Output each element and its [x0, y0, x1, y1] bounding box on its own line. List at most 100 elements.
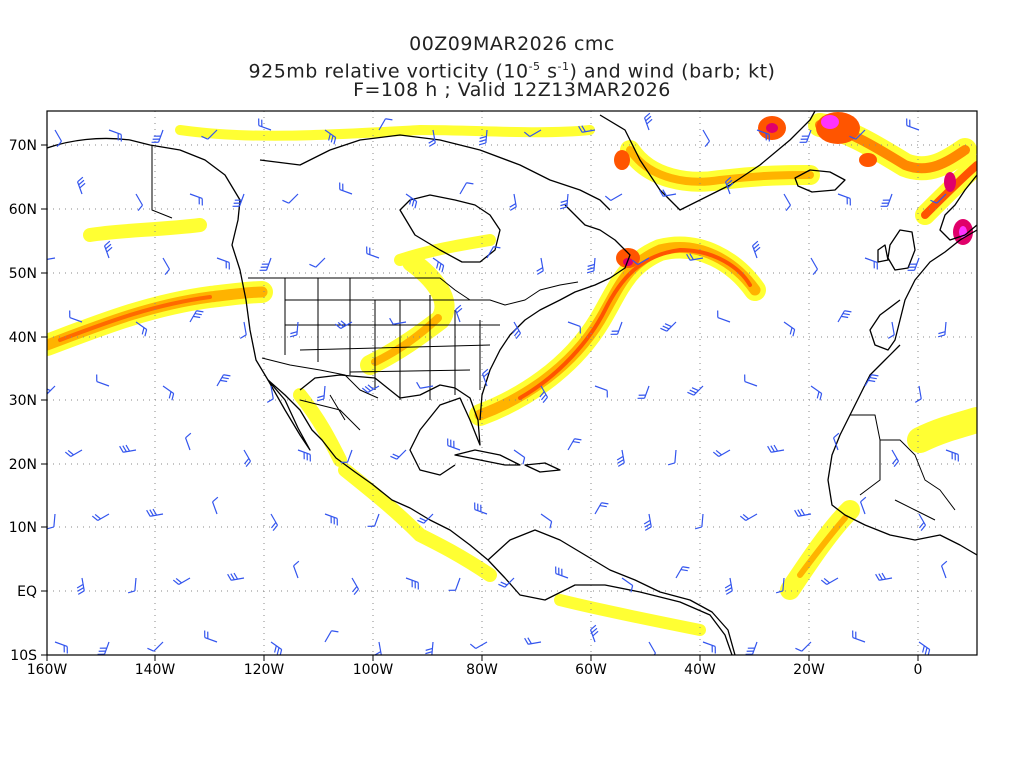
map-title-valid: F=108 h ; Valid 12Z13MAR2026 [353, 79, 671, 101]
wind-barb-icon [390, 449, 407, 460]
wind-barb-icon [270, 641, 283, 655]
wind-barb-icon [486, 246, 501, 259]
wind-barb-icon [374, 641, 382, 655]
wind-barb-icon [621, 577, 634, 593]
vorticity-peak-norway-north [944, 172, 956, 192]
vorticity-band-central-america [338, 463, 497, 582]
coast-iceland [794, 169, 846, 193]
boundary-alaska-canada [151, 145, 173, 219]
wind-barb-icon [586, 257, 596, 274]
wind-barb-icon [567, 438, 582, 451]
wind-barb-icon [675, 566, 690, 579]
wind-barb-icon [361, 384, 380, 394]
wind-barb-icon [512, 321, 522, 340]
wind-barb-icon [297, 449, 311, 462]
wind-barb-icon [108, 129, 122, 142]
wind-barb-icon [340, 449, 353, 463]
lon-label-120w: 120W [244, 662, 285, 678]
wind-barb-icon [799, 129, 812, 143]
wind-barb-icon [875, 572, 893, 581]
wind-barb-icon [103, 240, 113, 259]
wind-barb-icon [832, 432, 840, 451]
wind-barb-icon [459, 182, 474, 195]
lon-label-100w: 100W [353, 662, 394, 678]
boundary-us-mexico [261, 357, 379, 399]
wind-barb-icon [594, 385, 608, 398]
title-field-part3: ) and wind (barb; kt) [569, 60, 776, 83]
vorticity-peak-iceland-2 [859, 153, 877, 167]
wind-barb-icon [794, 508, 812, 517]
vorticity-band-pacific-peak [58, 295, 212, 342]
wind-barb-icon [417, 513, 434, 524]
coast-canadian-arctic [259, 134, 611, 211]
wind-barb-icon [783, 321, 796, 337]
wind-barb-icon [425, 641, 434, 655]
wind-barb-icon [906, 118, 920, 131]
map-title-field: 925mb relative vorticity (10-5 s-1) and … [0, 56, 1024, 82]
wind-barb-icon [914, 385, 922, 403]
wind-barb-icon [119, 444, 137, 453]
vorticity-band-atlantic-front-peak [518, 248, 752, 400]
wind-barb-icon [930, 193, 947, 204]
wind-barb-icon [739, 513, 758, 522]
wind-barb-icon [498, 577, 515, 588]
coast-hudson-bay [399, 194, 501, 263]
wind-barb-icon [940, 560, 948, 579]
wind-barb-icon [127, 577, 137, 594]
wind-barb-icon [204, 630, 218, 643]
wind-barb-icon [47, 513, 56, 530]
title-exp2: -1 [557, 60, 570, 73]
wind-barb-icon [643, 513, 652, 531]
wind-barb-icon [859, 496, 867, 515]
wind-barb-icon [334, 320, 353, 330]
wind-barb-icon [147, 641, 164, 652]
wind-barb-icon [810, 385, 823, 401]
vorticity-peak-iceland [816, 112, 860, 144]
wind-barb-icon [837, 310, 852, 323]
wind-barb-icon [783, 193, 792, 212]
lon-label-160w: 160W [27, 662, 68, 678]
wind-barb-icon [918, 641, 931, 655]
lon-label-80w: 80W [466, 662, 498, 678]
wind-barb-icon [660, 321, 677, 332]
wind-barb-icon [539, 385, 549, 404]
wind-barb-icon [540, 513, 553, 529]
wind-barb-icon [172, 577, 191, 586]
coast-british-isles [877, 229, 916, 271]
wind-barb-icon [795, 641, 812, 652]
wind-barb-icon [686, 253, 704, 261]
wind-barb-icon [76, 577, 85, 595]
graticule [47, 111, 977, 655]
wind-barb-icon [536, 257, 544, 275]
wind-barb-icon [687, 385, 704, 396]
wind-barb-icon [146, 508, 164, 517]
coast-greenland [599, 111, 816, 211]
wind-barb-icon [428, 129, 436, 147]
vorticity-band-midwest-core [371, 314, 442, 366]
wind-barb-icon [478, 129, 488, 146]
wind-barb-icon [339, 182, 353, 195]
wind-barb-icon [289, 321, 299, 338]
lon-label-60w: 60W [575, 662, 607, 678]
wind-barb-icon [751, 240, 761, 259]
wind-barb-icon [259, 257, 272, 271]
wind-barb-icon [432, 257, 445, 273]
wind-barb-icon [837, 193, 851, 206]
wind-barb-icon [481, 368, 490, 387]
coast-europe [869, 229, 977, 351]
wind-barb-icon [717, 310, 731, 323]
wind-barb-icon [258, 118, 272, 131]
wind-barb-icon [810, 257, 819, 276]
lon-label-0: 0 [914, 662, 923, 678]
wind-barb-icon [509, 193, 517, 211]
coast-south-america [487, 529, 736, 655]
wind-barb-icon [282, 193, 299, 204]
wind-barb-icon [162, 385, 175, 401]
wind-barb-icon [47, 257, 56, 261]
wind-barb-icon [243, 449, 252, 468]
wind-barb-icon [702, 129, 711, 148]
wind-barb-icon [324, 513, 338, 526]
wind-barb-icon [324, 129, 337, 145]
wind-barb-icon [189, 193, 203, 206]
wind-barb-icon [864, 257, 878, 270]
